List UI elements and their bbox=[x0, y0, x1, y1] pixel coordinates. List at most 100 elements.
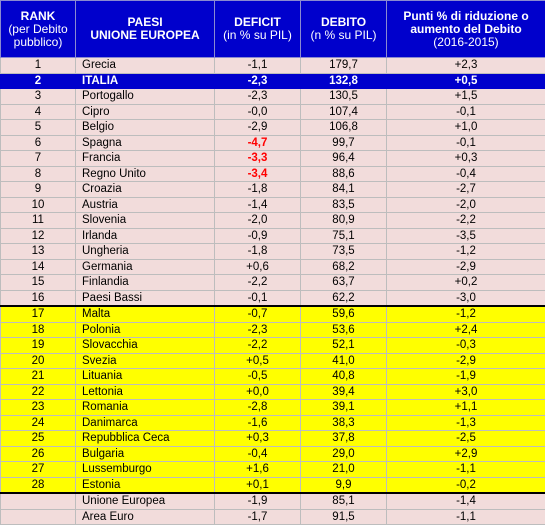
delta-cell: -1,2 bbox=[387, 244, 545, 260]
deficit-cell: -2,2 bbox=[215, 275, 301, 291]
rank-cell bbox=[1, 509, 76, 525]
rank-cell: 12 bbox=[1, 228, 76, 244]
deficit-cell: -2,9 bbox=[215, 120, 301, 136]
header-delta-line-1: Punti % di riduzione o bbox=[403, 9, 528, 23]
rank-cell: 22 bbox=[1, 384, 76, 400]
country-cell: ITALIA bbox=[76, 73, 215, 89]
deficit-cell: -2,3 bbox=[215, 89, 301, 105]
rank-cell: 17 bbox=[1, 306, 76, 322]
rank-cell: 3 bbox=[1, 89, 76, 105]
rank-cell: 9 bbox=[1, 182, 76, 198]
delta-cell: -2,9 bbox=[387, 259, 545, 275]
debt-cell: 21,0 bbox=[301, 462, 387, 478]
rank-cell: 19 bbox=[1, 338, 76, 354]
rank-cell: 6 bbox=[1, 135, 76, 151]
delta-cell: -0,1 bbox=[387, 135, 545, 151]
rank-cell: 28 bbox=[1, 477, 76, 493]
deficit-cell: +1,6 bbox=[215, 462, 301, 478]
country-cell: Belgio bbox=[76, 120, 215, 136]
deficit-cell: +0,0 bbox=[215, 384, 301, 400]
rank-cell: 13 bbox=[1, 244, 76, 260]
header-row: RANK (per Debito pubblico) PAESI UNIONE … bbox=[1, 1, 545, 58]
deficit-cell: -1,8 bbox=[215, 244, 301, 260]
debt-cell: 40,8 bbox=[301, 369, 387, 385]
deficit-cell: -0,7 bbox=[215, 306, 301, 322]
rank-cell: 20 bbox=[1, 353, 76, 369]
rank-cell: 16 bbox=[1, 290, 76, 306]
rank-cell: 14 bbox=[1, 259, 76, 275]
delta-cell: +1,0 bbox=[387, 120, 545, 136]
country-cell: Slovenia bbox=[76, 213, 215, 229]
rank-cell: 25 bbox=[1, 431, 76, 447]
header-rank: RANK (per Debito pubblico) bbox=[1, 1, 76, 58]
delta-cell: +2,3 bbox=[387, 58, 545, 74]
country-cell: Lussemburgo bbox=[76, 462, 215, 478]
debt-cell: 130,5 bbox=[301, 89, 387, 105]
header-deficit-line-2: (in % su PIL) bbox=[223, 28, 292, 42]
country-cell: Spagna bbox=[76, 135, 215, 151]
deficit-cell: -2,0 bbox=[215, 213, 301, 229]
deficit-cell: -2,8 bbox=[215, 400, 301, 416]
deficit-cell: -1,4 bbox=[215, 197, 301, 213]
delta-cell: -1,1 bbox=[387, 462, 545, 478]
rank-cell: 7 bbox=[1, 151, 76, 167]
country-cell: Area Euro bbox=[76, 509, 215, 525]
deficit-cell: -0,9 bbox=[215, 228, 301, 244]
debt-cell: 91,5 bbox=[301, 509, 387, 525]
header-debt-line-2: (n % su PIL) bbox=[310, 28, 376, 42]
deficit-cell: -0,1 bbox=[215, 290, 301, 306]
debt-cell: 132,8 bbox=[301, 73, 387, 89]
deficit-cell: -2,3 bbox=[215, 73, 301, 89]
deficit-cell: +0,3 bbox=[215, 431, 301, 447]
debt-cell: 80,9 bbox=[301, 213, 387, 229]
delta-cell: +0,3 bbox=[387, 151, 545, 167]
country-cell: Romania bbox=[76, 400, 215, 416]
deficit-cell: -3,4 bbox=[215, 166, 301, 182]
country-cell: Malta bbox=[76, 306, 215, 322]
country-cell: Germania bbox=[76, 259, 215, 275]
rank-cell: 18 bbox=[1, 322, 76, 338]
debt-cell: 59,6 bbox=[301, 306, 387, 322]
rank-cell: 21 bbox=[1, 369, 76, 385]
header-rank-line-3: pubblico) bbox=[14, 35, 63, 49]
delta-cell: -2,7 bbox=[387, 182, 545, 198]
delta-cell: +0,5 bbox=[387, 73, 545, 89]
header-delta: Punti % di riduzione o aumento del Debit… bbox=[387, 1, 545, 58]
table-header: RANK (per Debito pubblico) PAESI UNIONE … bbox=[1, 1, 545, 58]
delta-cell: -0,2 bbox=[387, 477, 545, 493]
delta-cell: +3,0 bbox=[387, 384, 545, 400]
rank-cell: 1 bbox=[1, 58, 76, 74]
country-cell: Grecia bbox=[76, 58, 215, 74]
deficit-cell: -0,4 bbox=[215, 446, 301, 462]
debt-cell: 99,7 bbox=[301, 135, 387, 151]
header-deficit-line-1: DEFICIT bbox=[234, 15, 281, 29]
rank-cell: 26 bbox=[1, 446, 76, 462]
deficit-cell: -4,7 bbox=[215, 135, 301, 151]
debt-cell: 53,6 bbox=[301, 322, 387, 338]
header-delta-line-2: aumento del Debito bbox=[410, 22, 521, 36]
country-cell: Svezia bbox=[76, 353, 215, 369]
deficit-cell: +0,6 bbox=[215, 259, 301, 275]
delta-cell: -1,2 bbox=[387, 306, 545, 322]
country-cell: Austria bbox=[76, 197, 215, 213]
country-cell: Ungheria bbox=[76, 244, 215, 260]
delta-cell: -0,3 bbox=[387, 338, 545, 354]
delta-cell: -2,5 bbox=[387, 431, 545, 447]
deficit-cell: -2,3 bbox=[215, 322, 301, 338]
header-rank-line-1: RANK bbox=[21, 9, 56, 23]
country-cell: Repubblica Ceca bbox=[76, 431, 215, 447]
delta-cell: -2,2 bbox=[387, 213, 545, 229]
